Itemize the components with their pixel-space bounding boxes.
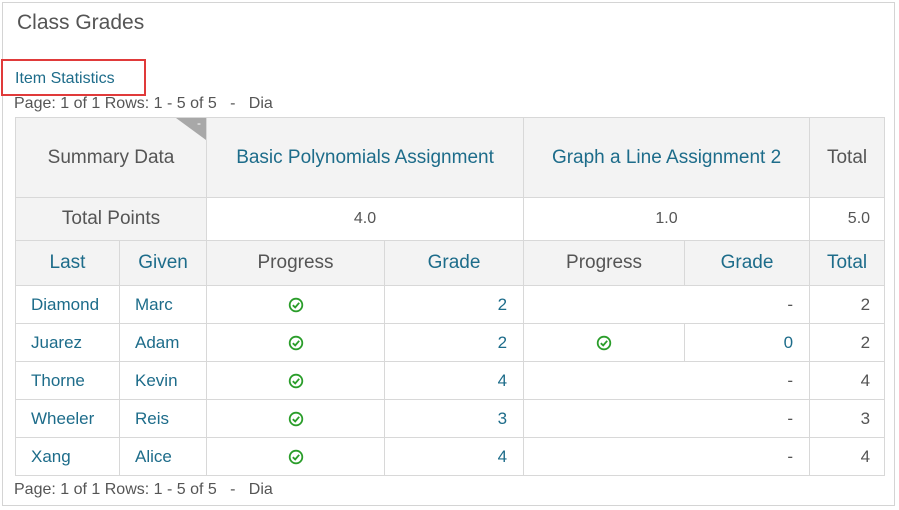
- progress-cell: [206, 399, 386, 438]
- pager-info: Page: 1 of 1 Rows: 1 - 5 of 5: [14, 95, 217, 112]
- assignment-total-points: 4.0: [206, 197, 525, 241]
- total-cell: 2: [809, 285, 886, 324]
- corner-mark: -: [197, 116, 202, 130]
- total-points-sum: 5.0: [809, 197, 886, 241]
- grade-cell[interactable]: 2: [384, 323, 525, 362]
- student-last-name[interactable]: Juarez: [15, 323, 120, 362]
- pager-separator: -: [230, 481, 236, 498]
- student-given-name[interactable]: Alice: [118, 437, 208, 476]
- grade-cell[interactable]: 0: [684, 323, 811, 362]
- pager-separator: -: [230, 95, 236, 112]
- assignment-header-basic-polynomials[interactable]: Basic Polynomials Assignment: [206, 117, 525, 198]
- progress-cell: [206, 285, 386, 324]
- assignment-header-graph-a-line[interactable]: Graph a Line Assignment 2: [523, 117, 811, 198]
- grade-cell-empty: -: [523, 437, 811, 476]
- item-statistics-link[interactable]: Item Statistics: [15, 70, 115, 87]
- student-given-name[interactable]: Kevin: [118, 361, 208, 400]
- pager-info: Page: 1 of 1 Rows: 1 - 5 of 5: [14, 481, 217, 498]
- grade-cell[interactable]: 4: [384, 361, 525, 400]
- table-row: Juarez Adam 2 0 2: [15, 323, 886, 362]
- grade-cell-empty: -: [523, 285, 811, 324]
- grade-cell[interactable]: 4: [384, 437, 525, 476]
- summary-data-label: Summary Data: [47, 146, 175, 168]
- page-title: Class Grades: [17, 11, 145, 34]
- total-cell: 3: [809, 399, 886, 438]
- total-cell: 4: [809, 437, 886, 476]
- summary-data-header: - Summary Data: [14, 116, 208, 198]
- column-last[interactable]: Last: [15, 240, 120, 286]
- grades-table: - Summary Data Basic Polynomials Assignm…: [14, 116, 886, 476]
- progress-cell: [206, 437, 386, 476]
- progress-cell: [206, 361, 386, 400]
- progress-cell: [523, 323, 686, 362]
- pager-bottom: Page: 1 of 1 Rows: 1 - 5 of 5 - Dia: [14, 481, 273, 499]
- column-total[interactable]: Total: [809, 240, 886, 286]
- check-circle-icon: [288, 373, 303, 389]
- table-row: Wheeler Reis 3 - 3: [15, 399, 886, 438]
- student-last-name[interactable]: Thorne: [15, 361, 120, 400]
- table-row: Thorne Kevin 4 - 4: [15, 361, 886, 400]
- total-cell: 4: [809, 361, 886, 400]
- grade-cell-empty: -: [523, 399, 811, 438]
- pager-extra: Dia: [248, 481, 273, 498]
- student-last-name[interactable]: Diamond: [15, 285, 120, 324]
- column-given[interactable]: Given: [118, 240, 208, 286]
- check-circle-icon: [288, 449, 303, 465]
- column-grade[interactable]: Grade: [384, 240, 525, 286]
- student-last-name[interactable]: Xang: [15, 437, 120, 476]
- pager-top: Page: 1 of 1 Rows: 1 - 5 of 5 - Dia: [14, 95, 273, 113]
- student-last-name[interactable]: Wheeler: [15, 399, 120, 438]
- student-given-name[interactable]: Marc: [118, 285, 208, 324]
- total-points-label: Total Points: [14, 197, 208, 241]
- student-given-name[interactable]: Reis: [118, 399, 208, 438]
- student-given-name[interactable]: Adam: [118, 323, 208, 362]
- table-row: Diamond Marc 2 - 2: [15, 285, 886, 324]
- assignment-name[interactable]: Graph a Line Assignment 2: [551, 146, 782, 168]
- column-grade[interactable]: Grade: [684, 240, 811, 286]
- grade-cell[interactable]: 2: [384, 285, 525, 324]
- table-row: Xang Alice 4 - 4: [15, 437, 886, 476]
- total-header: Total: [809, 117, 886, 198]
- assignment-name[interactable]: Basic Polynomials Assignment: [236, 146, 494, 168]
- grade-cell[interactable]: 3: [384, 399, 525, 438]
- check-circle-icon: [596, 335, 612, 351]
- total-header-label: Total: [826, 146, 868, 168]
- pager-extra: Dia: [248, 95, 273, 112]
- grade-cell-empty: -: [523, 361, 811, 400]
- progress-cell: [206, 323, 386, 362]
- total-cell: 2: [809, 323, 886, 362]
- item-statistics-highlight: Item Statistics: [1, 59, 146, 96]
- check-circle-icon: [288, 411, 303, 427]
- check-circle-icon: [288, 335, 303, 351]
- assignment-total-points: 1.0: [523, 197, 811, 241]
- column-progress: Progress: [523, 240, 686, 286]
- check-circle-icon: [288, 297, 303, 313]
- column-progress: Progress: [206, 240, 386, 286]
- corner-toggle-icon[interactable]: [176, 118, 207, 140]
